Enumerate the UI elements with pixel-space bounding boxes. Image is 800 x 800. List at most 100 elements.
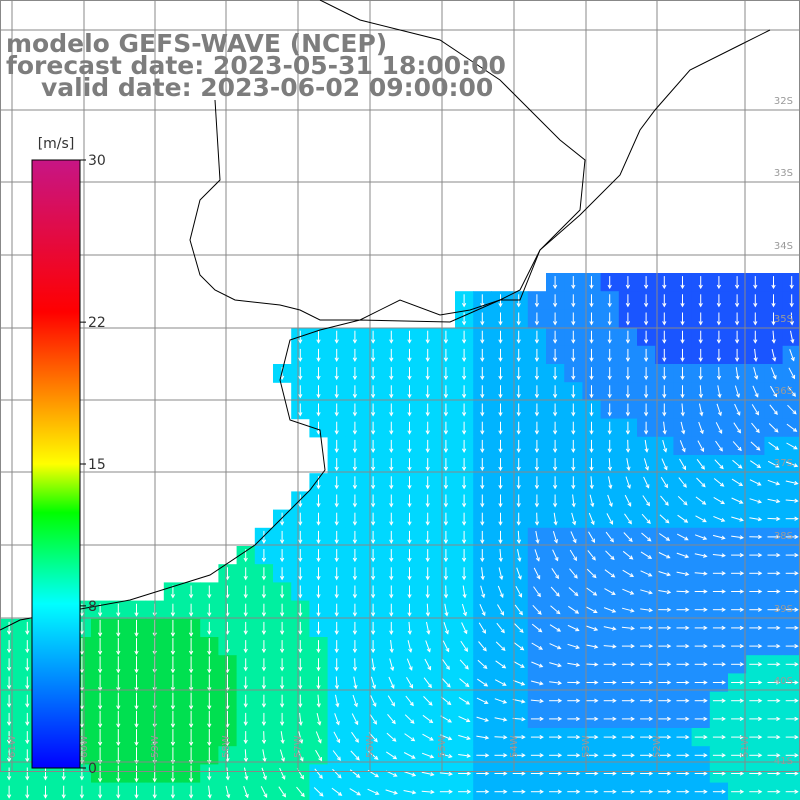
- wind-arrow-icon: [732, 459, 743, 469]
- wind-arrow-icon: [625, 385, 631, 399]
- wind-arrow-icon: [731, 478, 744, 487]
- wind-arrow-icon: [658, 771, 672, 776]
- wind-arrow-icon: [496, 622, 505, 634]
- wind-arrow-icon: [694, 571, 708, 576]
- wind-arrow-icon: [603, 753, 617, 758]
- wind-arrow-icon: [297, 749, 304, 762]
- wind-arrow-icon: [498, 439, 503, 453]
- wind-arrow-icon: [567, 716, 581, 722]
- wind-arrow-icon: [370, 676, 376, 690]
- wind-arrow-icon: [296, 786, 305, 798]
- wind-arrow-icon: [116, 603, 121, 617]
- wind-arrow-icon: [626, 458, 631, 472]
- wind-arrow-icon: [298, 367, 303, 381]
- wind-arrow-icon: [477, 678, 489, 687]
- wind-arrow-icon: [621, 643, 635, 649]
- wind-arrow-icon: [661, 458, 668, 471]
- wind-arrow-icon: [603, 771, 617, 776]
- wind-arrow-icon: [767, 662, 781, 667]
- wind-arrow-icon: [712, 698, 726, 703]
- wind-arrow-icon: [676, 771, 690, 776]
- wind-arrow-icon: [698, 421, 704, 435]
- wind-arrow-icon: [567, 680, 581, 685]
- wind-arrow-icon: [407, 640, 413, 653]
- wind-arrow-icon: [116, 619, 121, 637]
- wind-arrow-icon: [279, 512, 285, 526]
- wind-arrow-icon: [534, 367, 540, 381]
- wind-arrow-icon: [389, 658, 395, 672]
- wind-arrow-icon: [516, 330, 521, 344]
- wind-arrow-icon: [425, 640, 431, 653]
- wind-arrow-icon: [676, 734, 690, 740]
- wind-arrow-icon: [316, 640, 321, 654]
- wind-arrow-icon: [279, 567, 285, 581]
- wind-arrow-icon: [643, 458, 649, 471]
- wind-arrow-icon: [658, 716, 672, 722]
- wind-arrow-icon: [571, 439, 576, 453]
- wind-arrow-icon: [549, 789, 563, 794]
- wind-arrow-icon: [316, 694, 321, 708]
- wind-arrow-icon: [352, 330, 358, 344]
- wind-arrow-icon: [676, 716, 690, 722]
- wind-arrow-icon: [170, 603, 176, 617]
- wind-arrow-icon: [731, 516, 744, 522]
- wind-arrow-icon: [680, 276, 685, 290]
- wind-arrow-icon: [643, 330, 649, 344]
- wind-arrow-icon: [352, 367, 358, 381]
- wind-arrow-icon: [443, 476, 449, 490]
- wind-arrow-icon: [244, 767, 249, 781]
- wind-arrow-icon: [569, 549, 577, 562]
- wind-arrow-icon: [97, 765, 103, 783]
- wind-arrow-icon: [659, 514, 670, 524]
- wind-arrow-icon: [712, 753, 726, 758]
- wind-arrow-icon: [753, 367, 759, 380]
- wind-arrow-icon: [498, 330, 503, 344]
- wind-arrow-icon: [571, 512, 577, 526]
- wind-arrow-icon: [767, 498, 781, 504]
- wind-arrow-icon: [461, 567, 467, 581]
- wind-arrow-icon: [334, 603, 339, 617]
- wind-arrow-icon: [785, 552, 799, 558]
- wind-arrow-icon: [461, 294, 467, 308]
- wind-arrow-icon: [605, 531, 614, 543]
- wind-arrow-icon: [715, 422, 723, 435]
- wind-arrow-icon: [571, 367, 576, 381]
- wind-arrow-icon: [625, 367, 631, 381]
- wind-arrow-icon: [298, 403, 303, 417]
- wind-arrow-icon: [749, 643, 763, 649]
- wind-arrow-icon: [370, 421, 376, 435]
- wind-arrow-icon: [607, 403, 612, 417]
- wind-arrow-icon: [370, 603, 376, 617]
- wind-arrow-icon: [332, 768, 342, 779]
- wind-arrow-icon: [516, 367, 521, 381]
- wind-arrow-icon: [608, 476, 613, 490]
- wind-arrow-icon: [207, 638, 212, 656]
- wind-arrow-icon: [188, 747, 194, 765]
- wind-arrow-icon: [370, 640, 376, 654]
- wind-arrow-icon: [715, 440, 723, 452]
- wind-arrow-icon: [680, 421, 686, 435]
- wind-arrow-icon: [425, 403, 430, 417]
- wind-arrow-icon: [680, 294, 685, 308]
- wind-arrow-icon: [498, 312, 503, 326]
- wind-arrow-icon: [789, 349, 795, 362]
- wind-arrow-icon: [716, 367, 722, 381]
- wind-arrow-icon: [480, 367, 485, 381]
- wind-arrow-icon: [458, 734, 471, 740]
- wind-arrow-icon: [243, 749, 249, 763]
- wind-arrow-icon: [334, 348, 339, 362]
- wind-arrow-icon: [494, 771, 508, 776]
- wind-arrow-icon: [731, 625, 745, 631]
- wind-arrow-icon: [787, 386, 796, 397]
- wind-arrow-icon: [425, 439, 430, 453]
- wind-arrow-icon: [298, 512, 303, 526]
- wind-arrow-icon: [643, 476, 650, 489]
- wind-arrow-icon: [316, 385, 321, 399]
- wind-arrow-icon: [404, 733, 416, 742]
- wind-arrow-icon: [678, 477, 687, 488]
- wind-arrow-icon: [425, 603, 431, 617]
- wind-arrow-icon: [767, 479, 781, 486]
- wind-arrow-icon: [422, 733, 434, 741]
- wind-arrow-icon: [407, 494, 412, 508]
- wind-arrow-icon: [550, 586, 560, 597]
